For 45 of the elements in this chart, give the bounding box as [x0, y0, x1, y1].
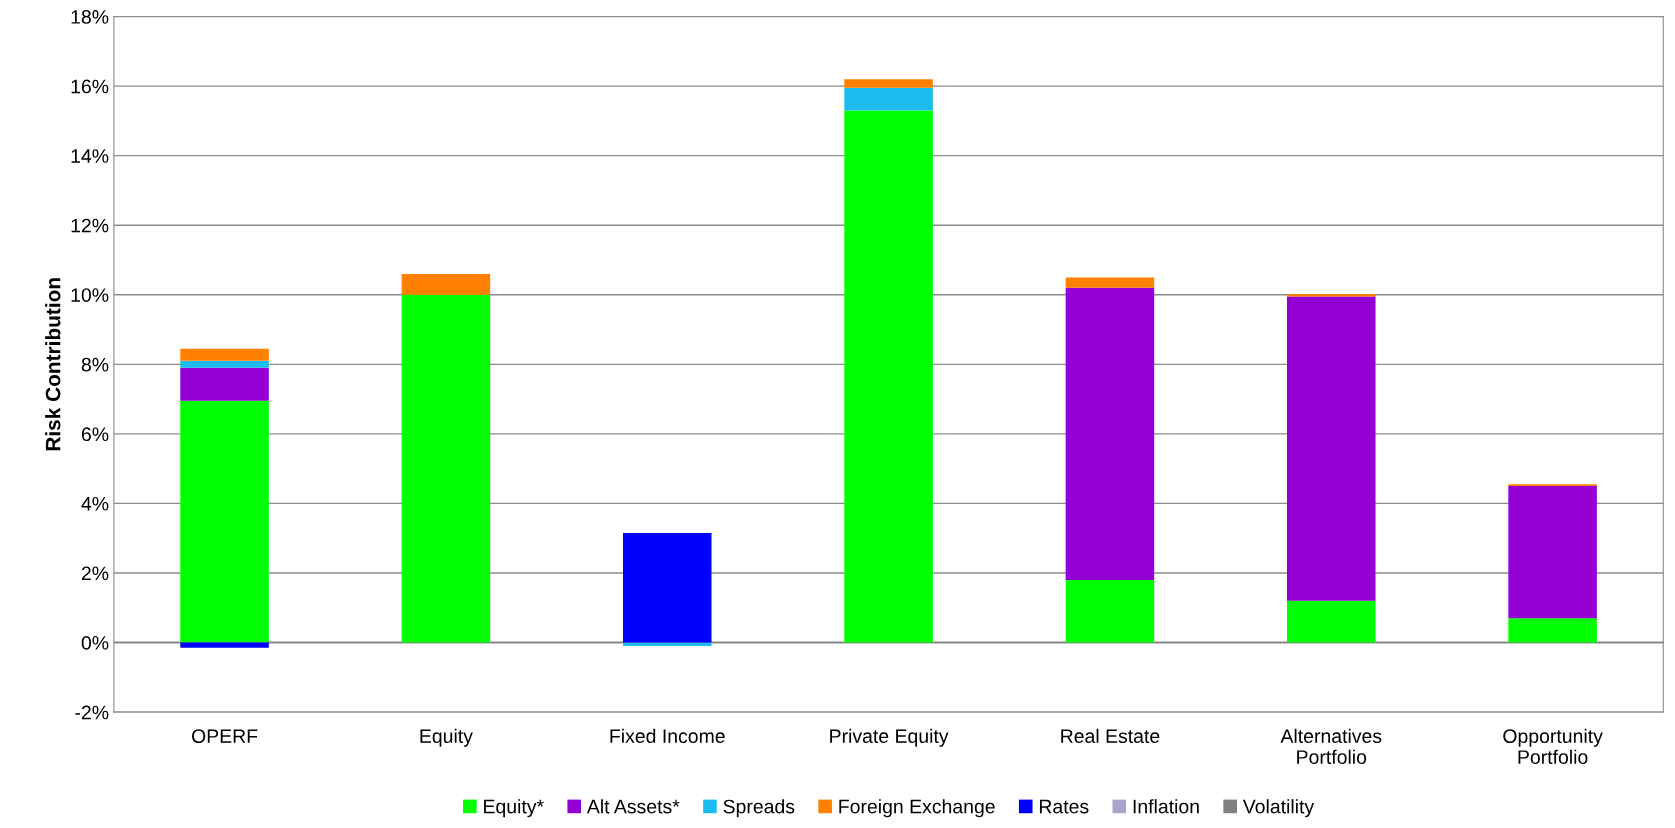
- x-tick-label: Opportunity Portfolio: [1503, 728, 1603, 764]
- bar: [401, 294, 491, 643]
- x-tick-label: Real Estate: [1061, 728, 1160, 744]
- bar: [622, 532, 712, 643]
- x-tick-label: Alternatives Portfolio: [1280, 728, 1382, 764]
- bar: [1508, 618, 1597, 643]
- legend-label: Spreads: [723, 799, 795, 818]
- bar: [844, 87, 933, 111]
- bar: [1065, 287, 1155, 580]
- legend-label: Alt Assets*: [586, 799, 680, 814]
- y-tick-label: -2%: [75, 705, 109, 720]
- x-tick-label: OPERF: [192, 729, 258, 744]
- bar: [180, 348, 269, 361]
- bar: [180, 367, 269, 401]
- bar: [1287, 600, 1376, 643]
- bar: [180, 400, 269, 643]
- y-tick-label: 2%: [81, 566, 109, 581]
- bar: [1508, 486, 1597, 619]
- bar: [844, 79, 933, 88]
- legend-label: Foreign Exchange: [839, 799, 995, 818]
- bar: [844, 110, 933, 643]
- bar: [180, 642, 269, 648]
- legend-label: Rates: [1039, 799, 1089, 814]
- y-tick-label: 16%: [71, 79, 109, 94]
- y-tick-label: 12%: [71, 218, 109, 233]
- y-tick-label: 18%: [71, 10, 109, 24]
- bar: [180, 360, 269, 368]
- bar: [1287, 294, 1376, 297]
- y-tick-label: 8%: [81, 357, 109, 372]
- legend-label: Volatility: [1242, 799, 1315, 818]
- y-axis-title: Risk Contribution: [45, 278, 61, 451]
- y-tick-label: 4%: [81, 496, 109, 511]
- bar: [1065, 579, 1155, 643]
- x-tick-label: Equity: [420, 728, 473, 747]
- y-tick-label: 10%: [71, 288, 109, 303]
- y-tick-label: 6%: [81, 427, 109, 442]
- x-tick-label: Fixed Income: [610, 728, 725, 744]
- y-tick-label: 14%: [71, 149, 109, 163]
- bar: [1287, 296, 1376, 601]
- bar: [401, 273, 491, 295]
- legend-label: Equity*: [484, 799, 544, 818]
- legend-label: Inflation: [1133, 799, 1199, 814]
- bar: [1065, 277, 1155, 288]
- x-tick-label: Private Equity: [830, 728, 949, 747]
- y-tick-label: 0%: [81, 636, 109, 650]
